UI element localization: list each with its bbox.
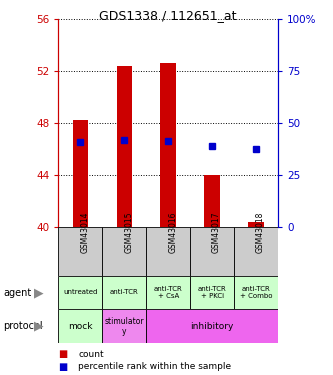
Bar bbox=[102, 276, 146, 309]
Text: GSM43017: GSM43017 bbox=[212, 212, 221, 254]
Bar bbox=[161, 63, 176, 227]
Text: agent: agent bbox=[3, 288, 32, 297]
Bar bbox=[146, 227, 190, 276]
Text: GSM43018: GSM43018 bbox=[256, 212, 265, 254]
Text: percentile rank within the sample: percentile rank within the sample bbox=[78, 362, 231, 371]
Bar bbox=[73, 120, 88, 227]
Text: untreated: untreated bbox=[63, 290, 98, 296]
Text: GSM43016: GSM43016 bbox=[168, 212, 177, 254]
Bar bbox=[248, 222, 264, 227]
Bar bbox=[190, 227, 234, 276]
Bar bbox=[102, 227, 146, 276]
Bar bbox=[234, 227, 278, 276]
Bar bbox=[58, 227, 102, 276]
Text: ■: ■ bbox=[58, 362, 68, 372]
Text: GSM43015: GSM43015 bbox=[124, 212, 133, 254]
Text: GDS1338 / 112651_at: GDS1338 / 112651_at bbox=[100, 9, 237, 22]
Bar bbox=[146, 309, 278, 343]
Text: anti-TCR
+ PKCi: anti-TCR + PKCi bbox=[198, 286, 226, 299]
Bar bbox=[58, 309, 102, 343]
Text: stimulator
y: stimulator y bbox=[105, 316, 144, 336]
Text: inhibitory: inhibitory bbox=[190, 322, 234, 331]
Bar bbox=[58, 276, 102, 309]
Text: protocol: protocol bbox=[3, 321, 43, 331]
Bar bbox=[204, 175, 220, 227]
Text: anti-TCR: anti-TCR bbox=[110, 290, 139, 296]
Bar bbox=[102, 309, 146, 343]
Text: anti-TCR
+ CsA: anti-TCR + CsA bbox=[154, 286, 182, 299]
Text: GSM43014: GSM43014 bbox=[80, 212, 89, 254]
Text: anti-TCR
+ Combo: anti-TCR + Combo bbox=[240, 286, 272, 299]
Bar bbox=[234, 276, 278, 309]
Text: mock: mock bbox=[68, 322, 93, 331]
Text: ■: ■ bbox=[58, 350, 68, 359]
Bar bbox=[117, 66, 132, 227]
Text: ▶: ▶ bbox=[34, 286, 43, 299]
Bar bbox=[146, 276, 190, 309]
Text: count: count bbox=[78, 350, 104, 359]
Text: ▶: ▶ bbox=[34, 320, 43, 333]
Bar bbox=[190, 276, 234, 309]
